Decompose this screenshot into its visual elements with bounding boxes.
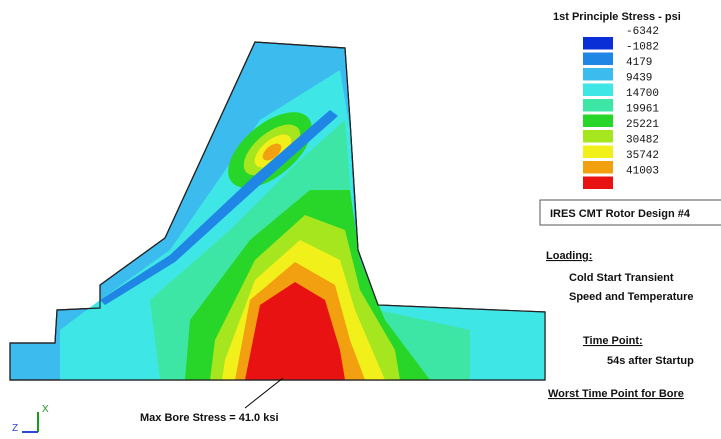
axis-label: X (42, 404, 49, 415)
loading-heading: Loading: (546, 250, 592, 262)
legend-swatch (583, 68, 613, 81)
legend-swatch (583, 130, 613, 143)
figure: Max Bore Stress = 41.0 ksi X Z 1st Princ… (0, 0, 721, 439)
legend-swatch (583, 115, 613, 128)
loading-line: Speed and Temperature (569, 291, 694, 303)
legend-label: 9439 (626, 73, 652, 85)
axis-label: Z (12, 423, 18, 434)
legend: -6342 -1082 4179 9439 14700 19961 25221 30482 35… (583, 26, 659, 189)
legend-swatch (583, 37, 613, 50)
legend-label: 41003 (626, 166, 659, 178)
annotation: Max Bore Stress = 41.0 ksi (140, 412, 279, 424)
legend-label: -6342 (626, 26, 659, 38)
legend-swatch (583, 84, 613, 97)
note: Worst Time Point for Bore (548, 388, 684, 400)
legend-label: 4179 (626, 57, 652, 69)
legend-swatch (583, 177, 613, 190)
legend-title: 1st Principle Stress - psi (553, 11, 681, 23)
legend-label: 14700 (626, 88, 659, 100)
legend-label: 30482 (626, 135, 659, 147)
legend-label: 35742 (626, 150, 659, 162)
time-heading: Time Point: (583, 335, 643, 347)
leader-line (245, 378, 283, 408)
page: Max Bore Stress = 41.0 ksi X Z 1st Princ… (0, 0, 721, 439)
legend-swatch (583, 161, 613, 174)
legend-swatch (583, 99, 613, 112)
legend-swatch (583, 53, 613, 66)
legend-label: 19961 (626, 104, 659, 116)
legend-label: 25221 (626, 119, 659, 131)
rotor-contour (10, 42, 545, 380)
time-value: 54s after Startup (607, 355, 694, 367)
loading-line: Cold Start Transient (569, 272, 674, 284)
legend-swatch (583, 146, 613, 159)
legend-label: -1082 (626, 42, 659, 54)
design-label: IRES CMT Rotor Design #4 (550, 208, 691, 220)
